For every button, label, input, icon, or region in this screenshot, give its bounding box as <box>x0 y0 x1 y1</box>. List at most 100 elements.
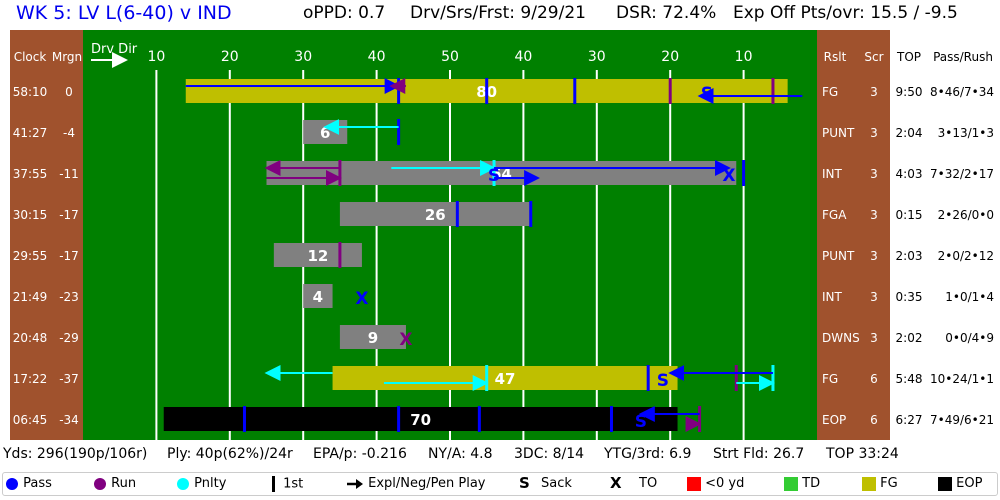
yard-line-label: 10 <box>147 49 165 65</box>
legend-run-label: Run <box>111 476 137 491</box>
drive-score: 6 <box>870 372 878 386</box>
legend-first-down: 1st <box>269 476 303 492</box>
stat-top: TOP 33:24 <box>826 446 899 462</box>
drive-pass-rush: 8•46/7•34 <box>930 85 994 99</box>
drive-clock: 06:45 <box>13 413 48 427</box>
game-title: WK 5: LV L(6-40) v IND <box>16 2 232 24</box>
drive-result: FGA <box>822 208 847 222</box>
drive-pass-rush: 10•24/1•1 <box>930 372 994 386</box>
legend-neg: <0 yd <box>687 476 744 491</box>
first-down-marker <box>397 119 401 145</box>
sack-marker: S <box>488 166 500 186</box>
dsr-stat: DSR: 72.4% <box>616 3 717 23</box>
drive-clock: 29:55 <box>13 249 48 263</box>
drive-pass-rush: 7•32/2•17 <box>930 167 994 181</box>
drive-row: 30:15 -17 26 FGA 3 0:15 2•26/0•0 <box>13 201 994 227</box>
drive-margin: -23 <box>59 290 79 304</box>
neg-square-icon <box>687 476 701 491</box>
stat-start-field: Strt Fld: 26.7 <box>713 446 805 462</box>
drive-clock: 20:48 <box>13 331 48 345</box>
drive-rows: 58:10080SFG39:508•46/7•3441:27-46PUNT32:… <box>13 78 994 432</box>
td-square-icon <box>784 476 798 491</box>
drive-bar <box>266 161 737 185</box>
drive-direction-label: Drv Dir <box>91 42 138 57</box>
header: WK 5: LV L(6-40) v IND oPPD: 0.7 Drv/Srs… <box>0 0 1000 30</box>
drive-top: 2:02 <box>896 331 923 345</box>
drive-margin: -34 <box>59 413 79 427</box>
legend-first-label: 1st <box>283 476 304 492</box>
drive-yards-label: 70 <box>410 411 431 429</box>
legend-td: TD <box>784 476 820 491</box>
legend-penalty: Pnlty <box>176 476 226 491</box>
drive-row: 06:45 -34 70 S EOP 6 6:27 7•49/6•21 <box>13 406 994 432</box>
first-down-marker <box>485 78 489 104</box>
legend-eop-label: EOP <box>956 476 983 491</box>
penalty-dot-icon <box>177 477 189 490</box>
turnover-marker: X <box>722 166 735 186</box>
legend-expl-label: Expl/Neg/Pen Play <box>368 476 486 491</box>
drive-clock: 21:49 <box>13 290 48 304</box>
first-down-bar-icon <box>272 476 275 492</box>
drive-bar <box>332 366 678 390</box>
first-down-marker <box>646 365 650 391</box>
drive-clock: 37:55 <box>13 167 48 181</box>
turnover-x-icon: X <box>610 474 622 492</box>
yard-line-label: 40 <box>514 49 532 65</box>
stat-plays: Ply: 40p(62%)/24r <box>167 446 293 462</box>
drive-top: 5:48 <box>896 372 923 386</box>
drive-bar <box>339 325 406 349</box>
yard-line-label: 50 <box>441 49 459 65</box>
drive-pass-rush: 7•49/6•21 <box>930 413 994 427</box>
drive-margin: -4 <box>63 126 75 140</box>
drive-margin: -17 <box>59 208 79 222</box>
drive-margin: -37 <box>59 372 79 386</box>
drive-row: 29:55 -17 12 PUNT 3 2:03 2•0/2•12 <box>13 242 994 268</box>
legend-penalty-label: Pnlty <box>194 476 227 491</box>
stat-nya: NY/A: 4.8 <box>428 446 493 462</box>
drive-margin: -17 <box>59 249 79 263</box>
drives-series-firsts-stat: Drv/Srs/Frst: 9/29/21 <box>410 3 586 23</box>
drive-row: 37:55 -11 64S X INT 3 4:03 7•32/2•17 <box>13 160 994 186</box>
drive-yards-label: 4 <box>313 288 323 306</box>
yard-line-label: 30 <box>294 49 312 65</box>
right-col-top: TOP <box>896 50 921 64</box>
arrow-right-icon <box>347 478 363 489</box>
first-down-marker <box>338 242 342 268</box>
yard-line-label: 40 <box>368 49 386 65</box>
drive-score: 3 <box>870 249 878 263</box>
left-col-margin: Mrgn <box>52 50 82 64</box>
first-down-marker <box>529 201 533 227</box>
first-down-marker <box>771 365 775 391</box>
turnover-marker: X <box>355 289 368 309</box>
legend-sack-label: Sack <box>541 476 572 491</box>
drive-score: 3 <box>870 167 878 181</box>
first-down-marker <box>742 160 746 186</box>
drive-top: 0:15 <box>896 208 923 222</box>
first-down-marker <box>573 78 577 104</box>
drive-score: 3 <box>870 208 878 222</box>
first-down-marker <box>485 365 489 391</box>
sack-s-icon: S <box>519 474 530 492</box>
drive-result: FG <box>822 85 838 99</box>
drive-pass-rush: 0•0/4•9 <box>945 331 994 345</box>
drive-clock: 58:10 <box>13 85 48 99</box>
drive-margin: 0 <box>65 85 73 99</box>
drive-score: 3 <box>870 290 878 304</box>
drive-yards-label: 26 <box>425 206 446 224</box>
drive-row: 41:27 -4 6 PUNT 3 2:04 3•13/1•3 <box>13 119 994 145</box>
first-down-marker <box>455 201 459 227</box>
drive-result: INT <box>822 290 843 304</box>
drive-top: 6:27 <box>896 413 923 427</box>
first-down-marker <box>477 406 481 432</box>
yard-line-label: 30 <box>588 49 606 65</box>
drive-margin: -29 <box>59 331 79 345</box>
drive-result: INT <box>822 167 843 181</box>
drive-chart: 10 20 30 40 50 40 30 20 10 Clock Mrgn Drv Dir Rs… <box>10 30 994 440</box>
drive-score: 3 <box>870 85 878 99</box>
eop-square-icon <box>938 476 952 491</box>
pass-dot-icon <box>6 477 18 490</box>
drive-top: 0:35 <box>896 290 923 304</box>
drive-top: 2:04 <box>896 126 923 140</box>
stat-ytg: YTG/3rd: 6.9 <box>604 446 692 462</box>
drive-pass-rush: 2•26/0•0 <box>938 208 994 222</box>
